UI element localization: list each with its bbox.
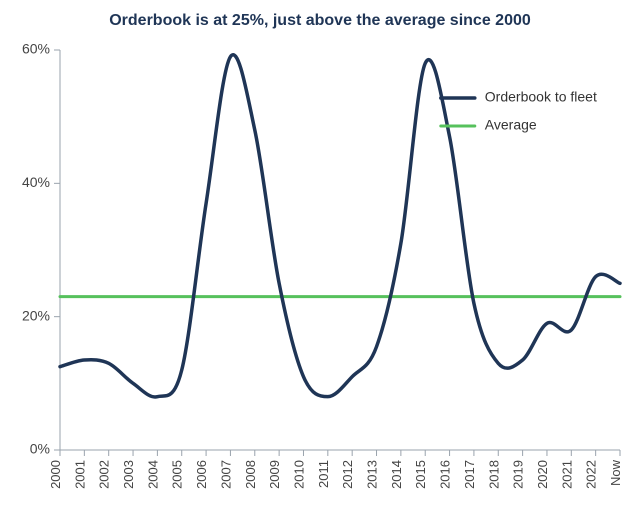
x-tick-label: 2014	[389, 460, 404, 489]
x-tick-label: 2022	[584, 460, 599, 489]
x-tick-label: 2009	[267, 460, 282, 489]
x-tick-label: 2018	[486, 460, 501, 489]
x-tick-label: 2016	[438, 460, 453, 489]
x-tick-label: 2015	[413, 460, 428, 489]
x-tick-label: 2006	[194, 460, 209, 489]
y-tick-label: 0%	[30, 441, 50, 457]
y-tick-label: 60%	[22, 41, 50, 57]
chart-title: Orderbook is at 25%, just above the aver…	[0, 12, 640, 30]
legend-label: Orderbook to fleet	[485, 89, 597, 105]
chart-container: Orderbook is at 25%, just above the aver…	[0, 0, 640, 525]
x-tick-label: 2021	[559, 460, 574, 489]
x-tick-label: 2013	[365, 460, 380, 489]
x-tick-label: 2019	[511, 460, 526, 489]
x-tick-label: 2011	[316, 460, 331, 488]
y-tick-label: 20%	[22, 307, 50, 323]
x-tick-label: 2010	[291, 460, 306, 489]
legend-label: Average	[485, 117, 537, 133]
y-tick-label: 40%	[22, 174, 50, 190]
x-tick-label: 2002	[97, 460, 112, 489]
x-tick-label: 2004	[145, 460, 160, 489]
x-tick-label: 2003	[121, 460, 136, 489]
x-tick-label: 2007	[218, 460, 233, 489]
x-tick-label: Now	[608, 459, 623, 486]
x-tick-label: 2001	[72, 460, 87, 489]
x-tick-label: 2012	[340, 460, 355, 489]
x-tick-label: 2005	[170, 460, 185, 489]
x-tick-label: 2017	[462, 460, 477, 489]
x-tick-label: 2000	[48, 460, 63, 489]
x-tick-label: 2008	[243, 460, 258, 489]
x-tick-label: 2020	[535, 460, 550, 489]
line-chart: 0% 20% 40% 60% 2000 2001 2002 2003 2004 2005 2006 2…	[0, 0, 640, 525]
